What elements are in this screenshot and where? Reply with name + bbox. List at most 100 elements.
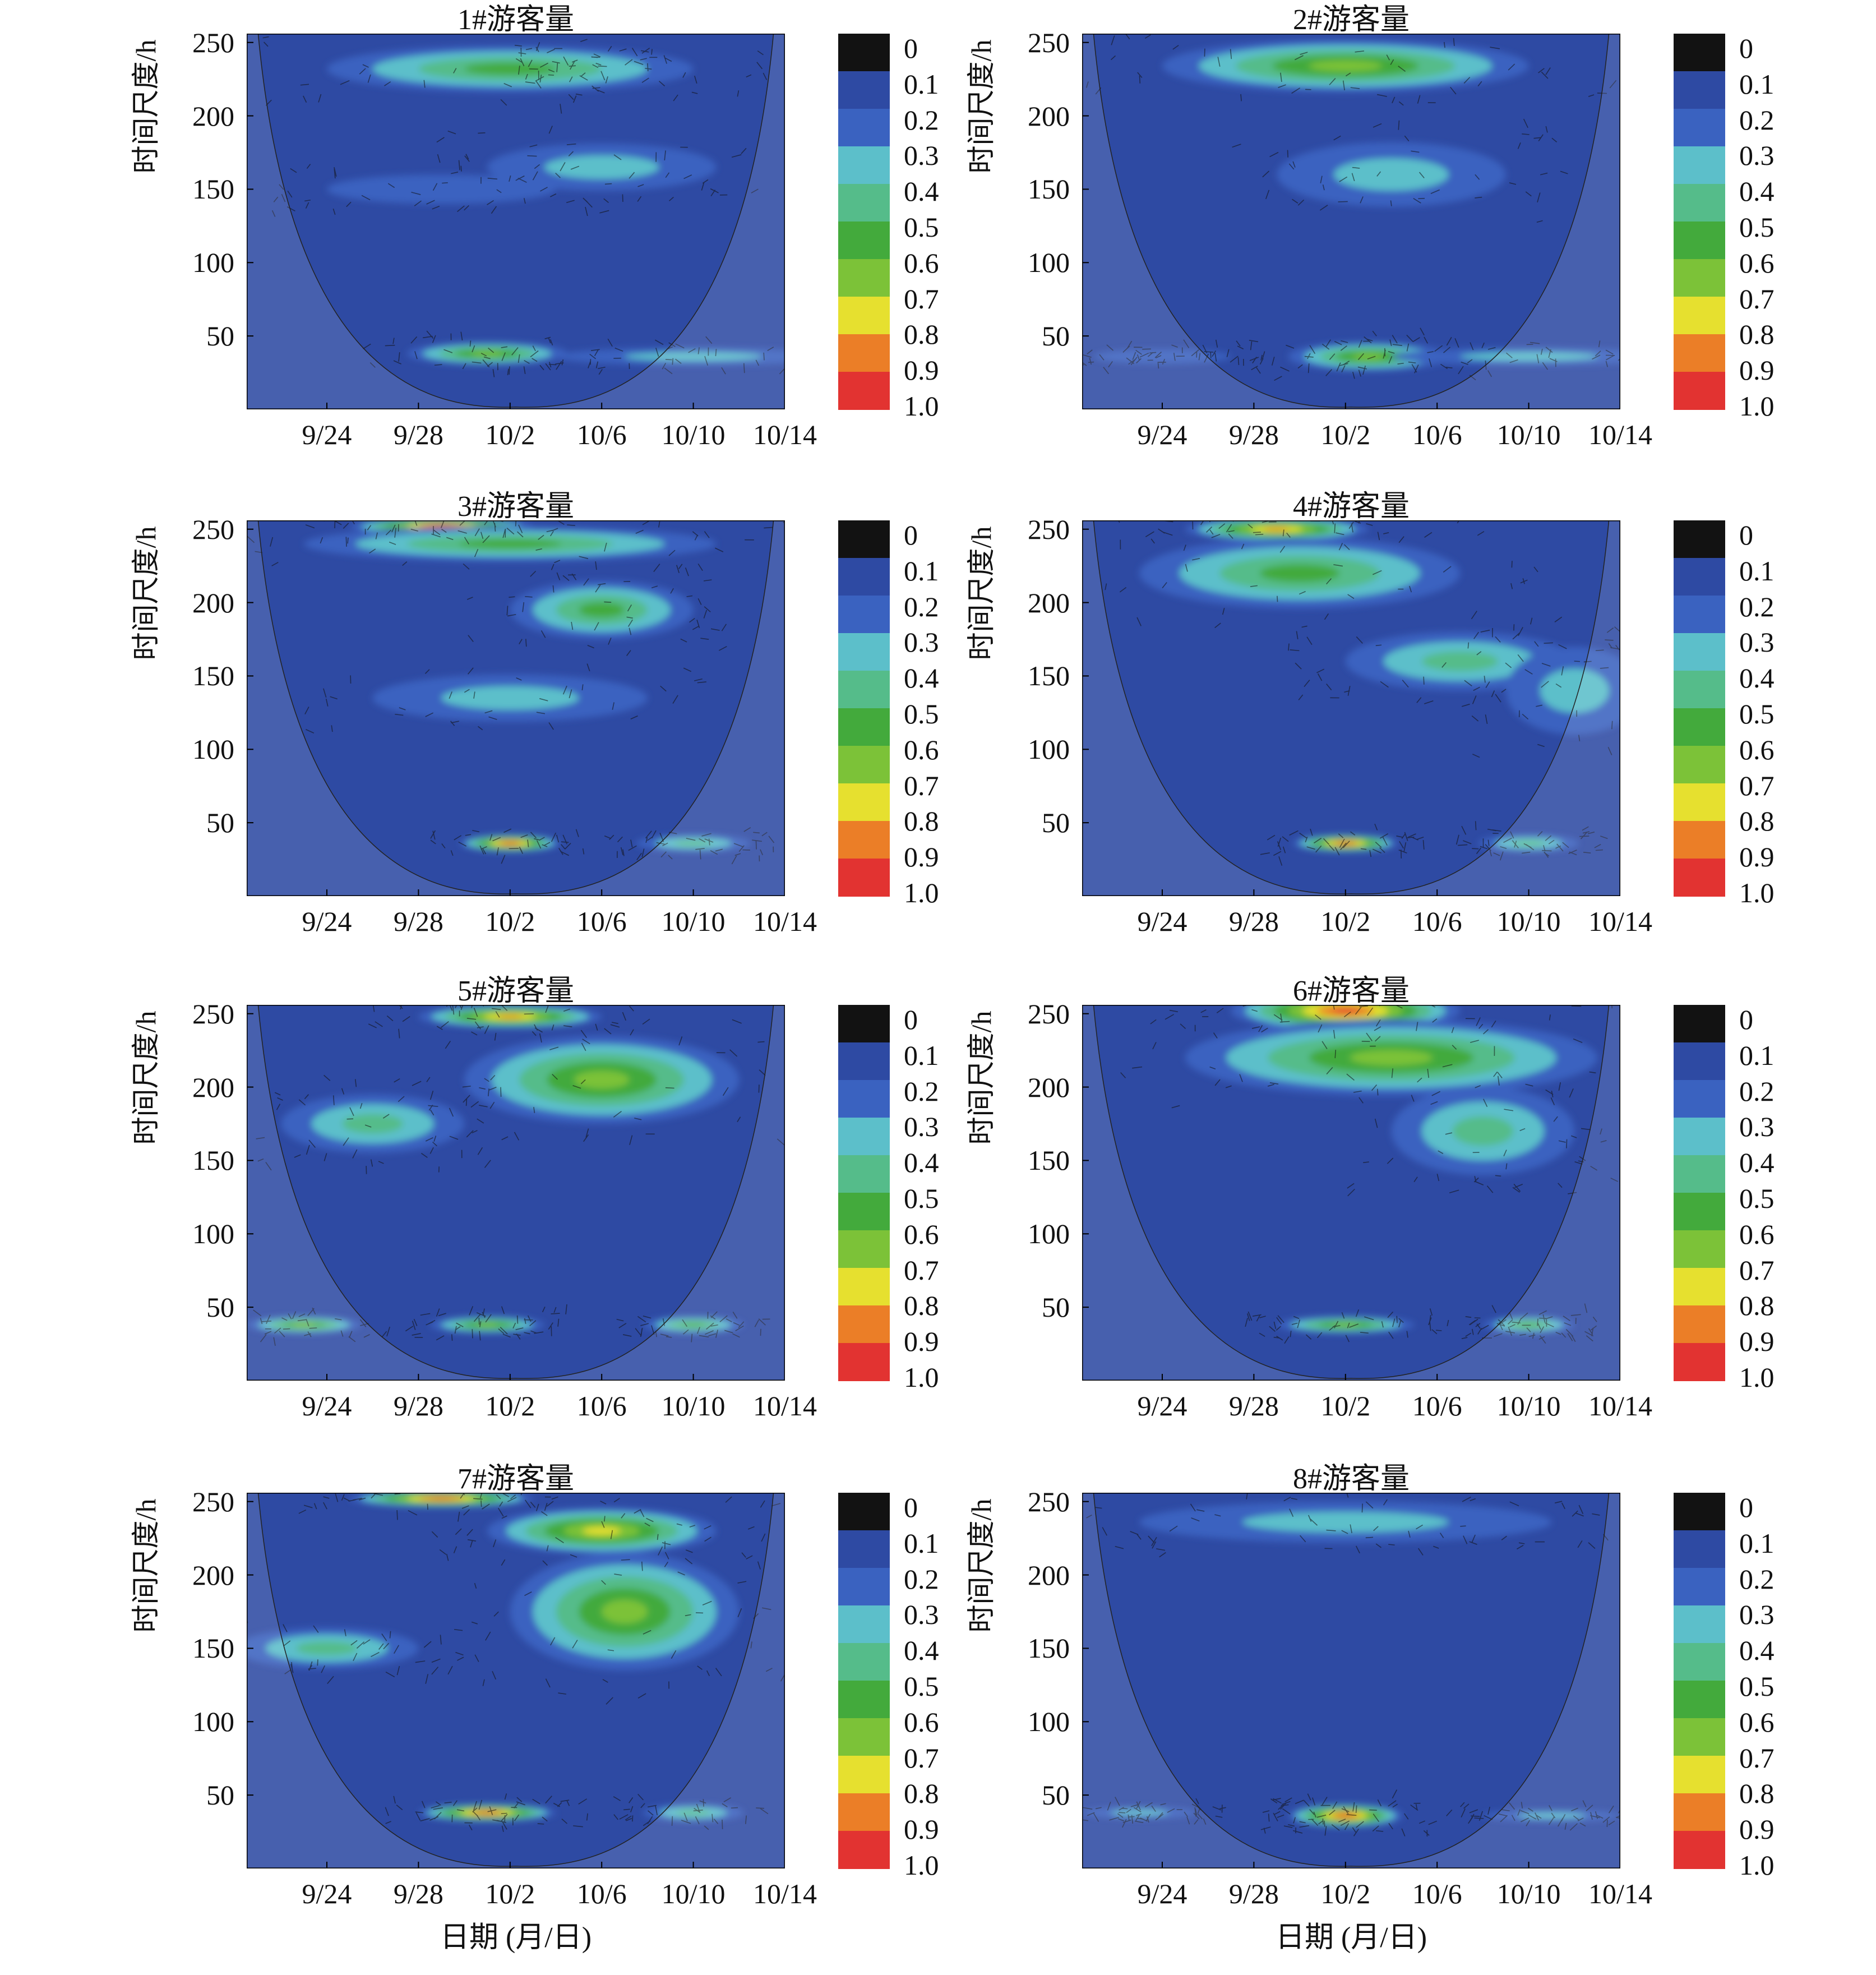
phase-arrow: [493, 1611, 499, 1617]
colorbar-label: 0.8: [904, 1778, 939, 1810]
phase-arrow: [1519, 1128, 1526, 1132]
phase-arrow: [519, 846, 523, 852]
phase-arrow: [1500, 846, 1507, 849]
colorbar-label: 0.6: [1739, 733, 1775, 765]
colorbar-label: 0: [1739, 1491, 1753, 1523]
phase-arrow: [489, 1806, 493, 1815]
phase-arrow: [1519, 1333, 1526, 1336]
phase-arrow: [647, 1805, 657, 1808]
phase-arrow: [760, 1808, 769, 1815]
phase-arrow: [394, 1078, 400, 1083]
phase-arrow: [777, 1138, 785, 1146]
phase-arrow: [704, 531, 710, 538]
phase-arrow: [532, 1798, 540, 1805]
phase-arrow: [1219, 1807, 1226, 1810]
phase-arrow: [672, 695, 678, 704]
phase-arrow: [1413, 198, 1421, 204]
y-tick-label: 100: [1028, 1218, 1070, 1250]
phase-arrow: [1397, 362, 1404, 365]
phase-arrow: [1326, 683, 1332, 691]
phase-arrow: [1468, 1814, 1475, 1823]
x-tick-label: 10/2: [1320, 906, 1371, 937]
phase-arrow: [1606, 627, 1614, 633]
phase-arrow: [1416, 1022, 1418, 1031]
phase-arrow: [1471, 1328, 1474, 1335]
phase-arrow: [768, 836, 775, 843]
phase-arrow: [722, 1803, 728, 1807]
phase-arrow: [1495, 694, 1501, 703]
phase-arrow: [1345, 72, 1351, 77]
colorbar-segment: [838, 783, 890, 822]
phase-arrow: [1329, 1325, 1336, 1331]
phase-arrow: [378, 1643, 384, 1650]
colorbar-label: 0.7: [1739, 1254, 1775, 1286]
phase-arrow: [516, 1315, 519, 1324]
phase-arrow: [1614, 626, 1620, 632]
phase-arrow: [398, 352, 400, 362]
phase-arrow: [731, 154, 742, 158]
phase-arrow: [737, 1608, 742, 1618]
colorbar-label: 0.9: [1739, 354, 1775, 386]
phase-arrow: [648, 1810, 654, 1816]
phase-arrow: [514, 1132, 520, 1141]
phase-arrow: [501, 855, 506, 864]
phase-arrow: [1586, 1335, 1593, 1342]
y-tick-label: 50: [206, 320, 234, 352]
colorbar-label: 0.2: [1739, 104, 1775, 136]
phase-arrow: [1290, 1331, 1292, 1337]
phase-arrow: [1512, 633, 1520, 640]
y-axis-label: 时间尺度/h: [130, 39, 161, 174]
phase-arrow: [1487, 347, 1496, 350]
phase-arrow: [1151, 1536, 1157, 1547]
phase-arrow: [582, 848, 585, 855]
phase-arrows: [247, 1493, 785, 1832]
phase-arrow: [1273, 851, 1282, 856]
phase-arrow: [426, 1077, 431, 1082]
y-tick-label: 100: [1028, 733, 1070, 765]
phase-arrow: [1355, 1545, 1360, 1554]
phase-arrow: [432, 183, 438, 191]
phase-arrow: [1377, 532, 1380, 541]
phase-arrow: [414, 351, 418, 359]
phase-arrow: [1136, 1801, 1141, 1809]
phase-arrow: [1499, 851, 1504, 861]
phase-arrow: [545, 1796, 552, 1804]
phase-arrow: [1534, 641, 1539, 647]
phase-arrow: [255, 551, 262, 553]
phase-arrow: [523, 198, 526, 204]
phase-arrow: [655, 1806, 658, 1815]
phase-arrow: [308, 1665, 313, 1671]
phase-arrow: [640, 1328, 643, 1336]
phase-arrow: [449, 1005, 453, 1011]
phase-arrow: [354, 1079, 357, 1087]
phase-arrow: [1356, 1821, 1364, 1828]
phase-arrow: [1149, 352, 1157, 354]
phase-arrow: [1280, 1013, 1283, 1023]
phase-arrow: [1319, 205, 1328, 211]
phase-arrow: [362, 343, 371, 349]
phase-arrow: [1414, 364, 1419, 373]
phase-arrow: [588, 361, 591, 368]
phase-arrow: [752, 839, 763, 842]
phase-arrow: [1398, 1318, 1404, 1323]
phase-arrow: [605, 76, 608, 84]
phase-arrow: [580, 72, 586, 77]
phase-arrow: [1582, 831, 1590, 834]
phase-arrow: [1439, 1533, 1444, 1538]
phase-arrow: [304, 1094, 309, 1100]
phase-arrow: [524, 1499, 532, 1508]
colorbar-segment: [1674, 1530, 1725, 1568]
phase-arrow: [298, 1313, 306, 1317]
coherence-region-3-level-5: [602, 1600, 648, 1623]
phase-arrow: [1464, 680, 1472, 686]
phase-arrow: [1211, 534, 1221, 538]
phase-arrow: [1478, 1023, 1484, 1029]
phase-arrow: [529, 68, 538, 70]
phase-arrow: [473, 1801, 477, 1811]
phase-arrow: [607, 45, 612, 52]
phase-arrow: [431, 1667, 439, 1675]
phase-arrow: [502, 1821, 507, 1830]
phase-arrow: [688, 348, 696, 353]
phase-arrow: [458, 160, 460, 170]
phase-arrow: [283, 1328, 290, 1330]
